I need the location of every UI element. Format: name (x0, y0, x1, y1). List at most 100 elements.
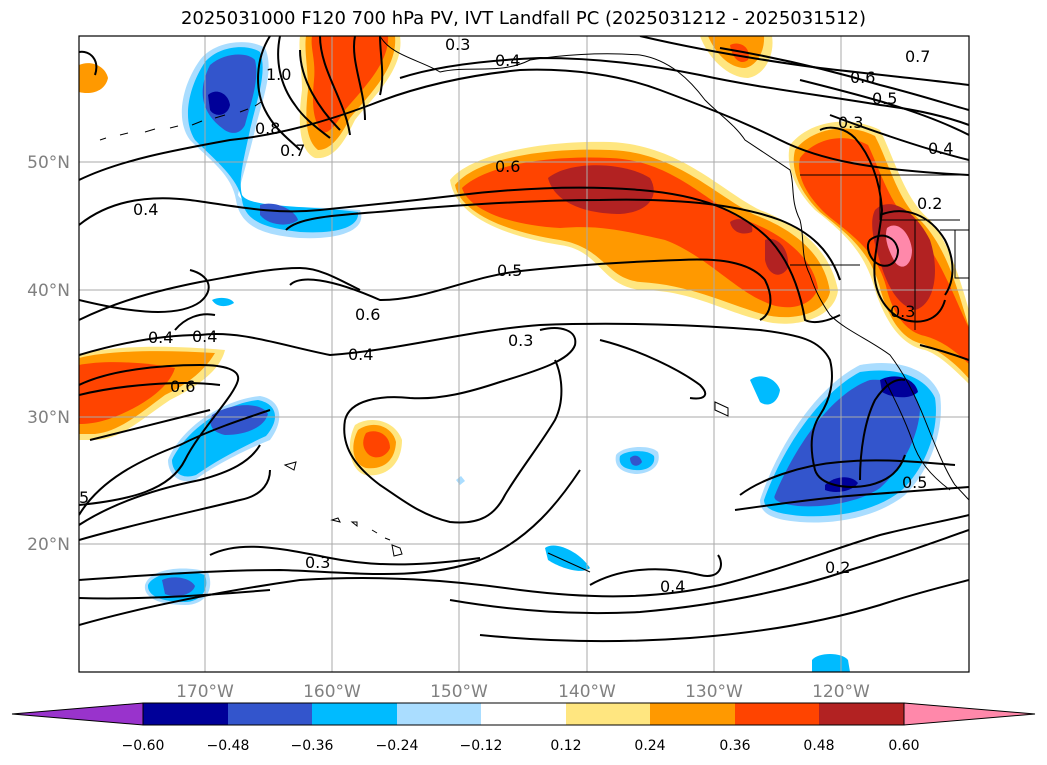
colorbar-segment (481, 703, 566, 725)
contour-line (866, 234, 900, 267)
colorbar-segment (735, 703, 819, 725)
warm-shading-west-3 (79, 362, 175, 424)
ivt-contours (79, 36, 969, 643)
contour-label: 0.2 (917, 194, 942, 213)
contour-label: 0.6 (355, 305, 380, 324)
warm-shading-central-6 (730, 219, 753, 234)
colorbar-segment (819, 703, 904, 725)
colorbar-tick-label: 0.12 (550, 738, 581, 754)
contour-label: 0.8 (255, 119, 280, 138)
colorbar: −0.60 −0.48 −0.36 −0.24 −0.12 0.12 0.24 … (11, 702, 1036, 754)
contour-label: 0.4 (348, 345, 373, 364)
contour-line (174, 313, 216, 331)
latitude-label: 40°N (27, 281, 70, 301)
map-frame (78, 35, 970, 673)
contour-label: 0.4 (928, 139, 953, 158)
chart-title: 2025031000 F120 700 hPa PV, IVT Landfall… (180, 8, 867, 29)
contour-label: 0.4 (133, 200, 158, 219)
contour-line (599, 339, 707, 400)
cool-shading-baja-3 (774, 379, 920, 507)
colorbar-extend-high (903, 702, 1036, 726)
contour-line (277, 36, 331, 139)
cool-shading-patch-2c (630, 455, 642, 466)
longitude-label: 150°W (430, 682, 488, 702)
colorbar-outline (142, 702, 905, 726)
contour-label: 0.5 (872, 89, 897, 108)
contour-line (257, 36, 301, 151)
contour-line (79, 363, 240, 506)
small-island-1 (714, 401, 729, 417)
coastline-baja (884, 379, 951, 491)
contour-line (79, 186, 841, 324)
warm-shading-coast-5 (885, 225, 912, 267)
longitude-label: 160°W (303, 682, 361, 702)
cool-shading-patch-6 (456, 476, 465, 485)
contour-line (353, 36, 366, 121)
warm-shading-central-4 (548, 165, 654, 214)
contour-label: 0.6 (170, 377, 195, 396)
colorbar-tick-label: −0.36 (291, 738, 334, 754)
contour-label: 0.4 (148, 328, 173, 347)
contour-label: 0.6 (495, 157, 520, 176)
contour-line (379, 36, 384, 96)
contour-line (79, 409, 271, 516)
colorbar-segment (143, 703, 228, 725)
contour-line (719, 47, 969, 111)
contour-line (79, 444, 261, 526)
contour-line (79, 266, 361, 321)
colorbar-segment (228, 703, 312, 725)
latitude-labels: 50°N 40°N 30°N 20°N (27, 153, 70, 555)
contour-line (79, 469, 581, 581)
cool-shading-patch-5 (212, 297, 234, 307)
longitude-label: 130°W (685, 682, 743, 702)
coastline-alaska (379, 36, 969, 501)
contour-line (589, 554, 722, 586)
contour-line (79, 322, 906, 488)
latitude-label: 30°N (27, 408, 70, 428)
contour-label: 5 (79, 488, 89, 507)
contour-line (449, 529, 969, 615)
cool-shading-baja-4 (880, 376, 918, 398)
contour-line (79, 589, 271, 600)
contour-label: 0.3 (508, 331, 533, 350)
longitude-label: 120°W (812, 682, 870, 702)
contour-label: 0.3 (890, 302, 915, 321)
contour-label: 0.6 (850, 68, 875, 87)
colorbar-segment (312, 703, 397, 725)
contour-line (819, 126, 946, 323)
small-island-3 (547, 552, 591, 573)
contour-label: 0.7 (905, 47, 930, 66)
contour-label: 0.5 (497, 261, 522, 280)
colorbar-segment (650, 703, 735, 725)
contour-line (285, 198, 841, 281)
colorbar-tick-label: −0.48 (207, 738, 250, 754)
colorbar-tick-label: 0.24 (634, 738, 665, 754)
contour-line (879, 210, 954, 296)
contour-label: 0.3 (305, 553, 330, 572)
longitude-label: 170°W (176, 682, 234, 702)
contour-line (919, 344, 969, 361)
colorbar-extend-low (11, 702, 144, 726)
contour-label: 0.2 (825, 558, 850, 577)
contour-line (829, 114, 969, 161)
latitude-label: 20°N (27, 535, 70, 555)
contour-label: 0.3 (838, 113, 863, 132)
contour-label: 0.5 (902, 473, 927, 492)
contour-line (734, 486, 969, 511)
colorbar-tick-label: −0.12 (460, 738, 503, 754)
contour-line (79, 258, 772, 321)
colorbar-tick-label: 0.48 (803, 738, 834, 754)
longitude-labels: 170°W 160°W 150°W 140°W 130°W 120°W (176, 682, 870, 702)
colorbar-tick-label: −0.60 (122, 738, 165, 754)
contour-label: 0.4 (495, 51, 520, 70)
contour-line (79, 514, 969, 626)
contour-line (319, 36, 351, 136)
small-island-2 (283, 461, 297, 471)
contour-line (89, 409, 211, 441)
colorbar-tick-label: −0.24 (376, 738, 419, 754)
contour-line (79, 68, 969, 181)
contour-line (79, 469, 271, 541)
longitude-label: 140°W (558, 682, 616, 702)
contour-line (79, 382, 221, 396)
contour-line (739, 459, 956, 496)
